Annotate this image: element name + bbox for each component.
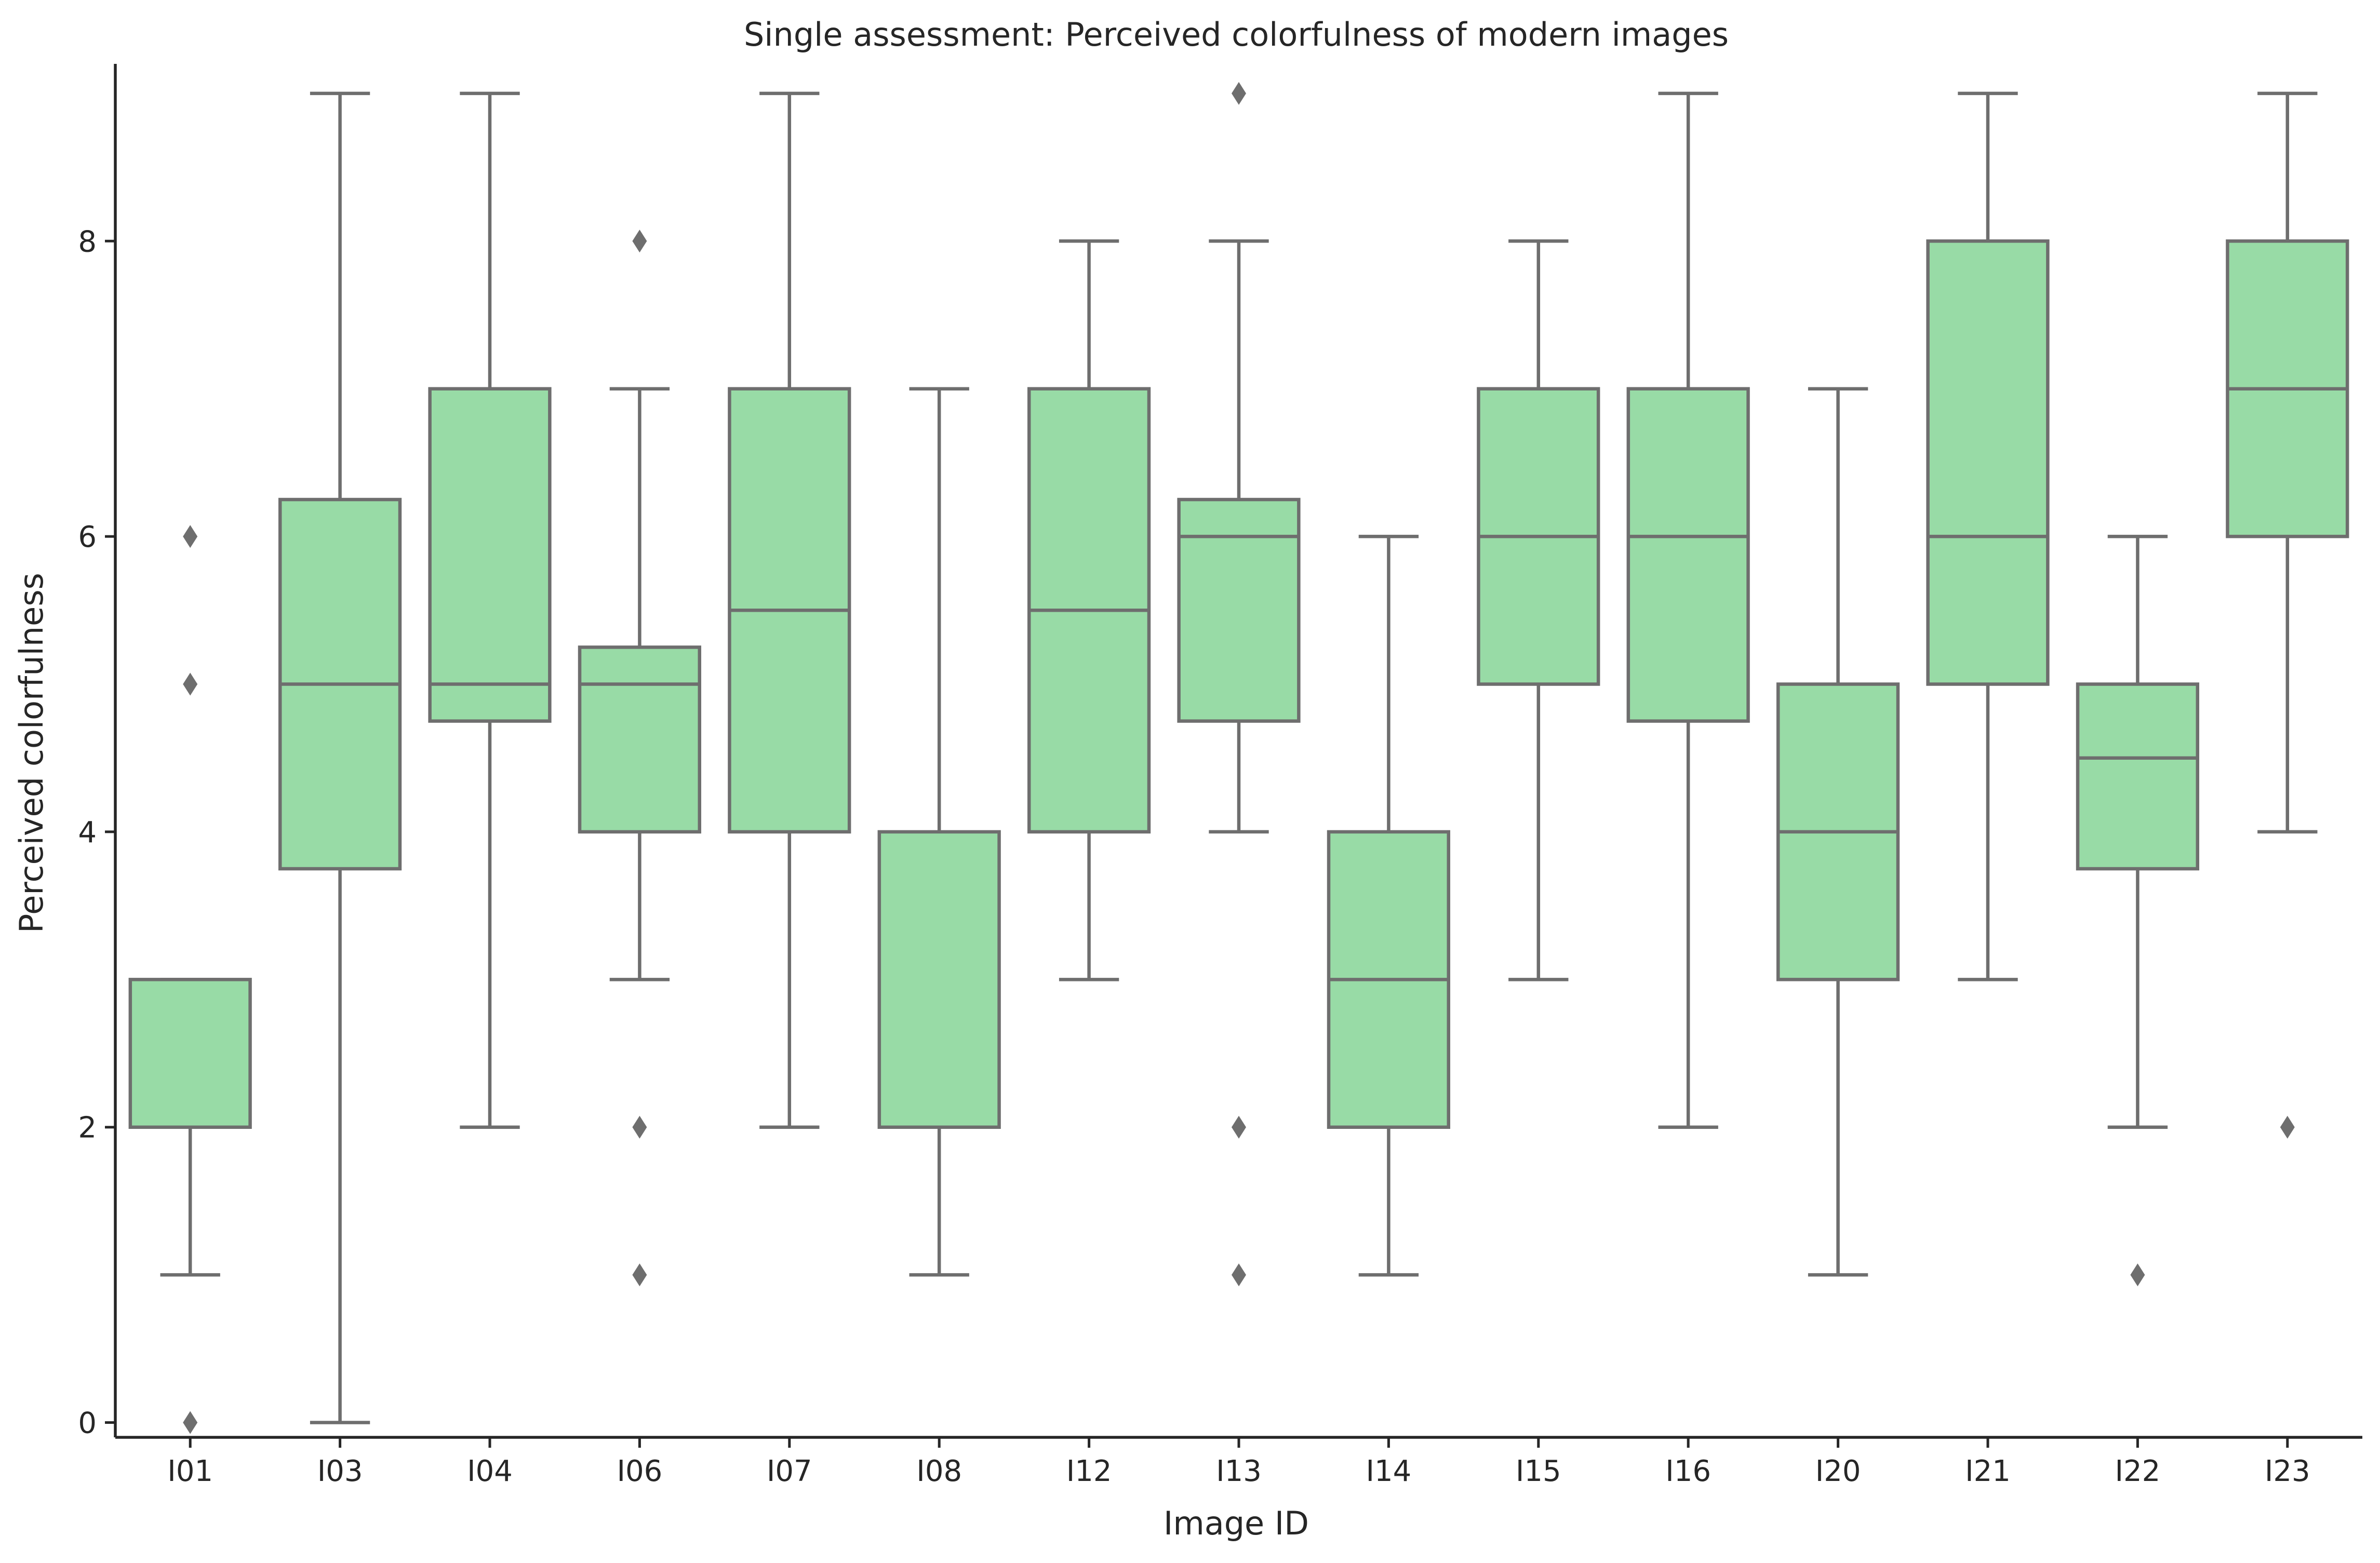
x-tick-label: I12 (1066, 1454, 1112, 1488)
x-tick-label: I22 (2115, 1454, 2161, 1488)
x-tick-label: I13 (1216, 1454, 1262, 1488)
y-tick-label: 0 (78, 1407, 97, 1440)
x-tick-label: I07 (767, 1454, 812, 1488)
box-I16 (1626, 387, 1750, 723)
outlier-I01-2 (183, 525, 198, 548)
box-I22 (2076, 682, 2200, 871)
x-tick-label: I03 (317, 1454, 363, 1488)
x-tick-label: I16 (1665, 1454, 1711, 1488)
box-I21 (1926, 239, 2050, 686)
outlier-I13-0 (1232, 1263, 1246, 1287)
x-tick-label: I06 (617, 1454, 663, 1488)
x-tick-label: I01 (167, 1454, 213, 1488)
outlier-I06-2 (632, 230, 647, 253)
x-tick-label: I21 (1965, 1454, 2011, 1488)
box-I01 (128, 978, 252, 1129)
outlier-I13-1 (1232, 1115, 1246, 1139)
y-tick-label: 6 (78, 520, 97, 554)
x-tick-label: I23 (2265, 1454, 2310, 1488)
outlier-I01-0 (183, 1411, 198, 1434)
outlier-I13-2 (1232, 82, 1246, 105)
x-axis-label: Image ID (1164, 1504, 1309, 1542)
outlier-I01-1 (183, 672, 198, 696)
x-tick-label: I15 (1516, 1454, 1561, 1488)
outlier-I06-0 (632, 1263, 647, 1287)
x-tick-label: I20 (1815, 1454, 1861, 1488)
y-tick-label: 2 (78, 1111, 97, 1145)
box-I06 (578, 645, 702, 834)
y-axis-label: Perceived colorfulness (12, 573, 50, 933)
outlier-I22-0 (2130, 1263, 2145, 1287)
box-I08 (877, 830, 1001, 1129)
y-tick-label: 4 (78, 816, 97, 850)
box-I13 (1177, 497, 1301, 723)
x-tick-label: I14 (1366, 1454, 1412, 1488)
outlier-I23-0 (2280, 1115, 2295, 1139)
x-tick-label: I04 (467, 1454, 513, 1488)
outlier-I06-1 (632, 1115, 647, 1139)
box-I04 (428, 387, 552, 723)
chart-title: Single assessment: Perceived colorfulnes… (744, 16, 1729, 53)
x-tick-label: I08 (916, 1454, 962, 1488)
y-tick-label: 8 (78, 225, 97, 259)
plot-area: I01 I03 I04 I06 I07 I08 I12 I13 I14 I15 I16 I20 I21 I… (78, 64, 2362, 1488)
